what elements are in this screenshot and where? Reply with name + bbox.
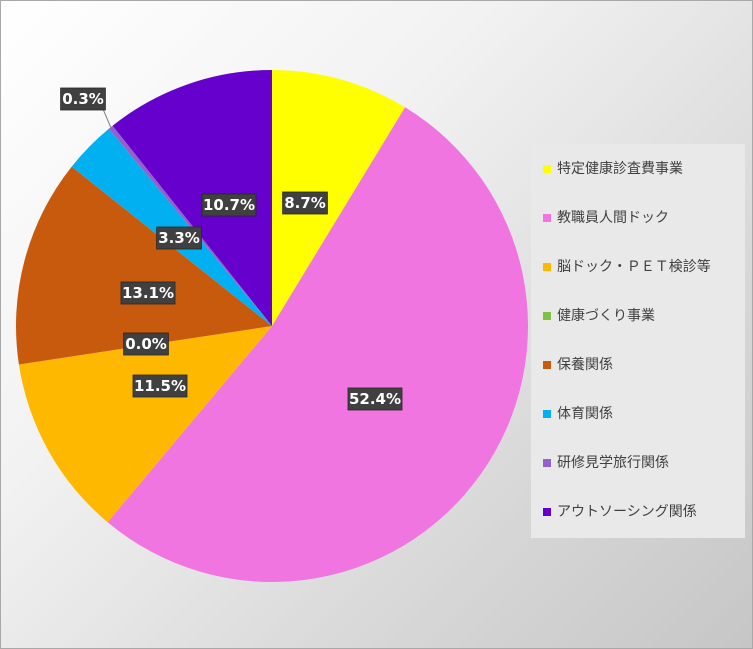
legend-item: アウトソーシング関係 xyxy=(543,502,697,522)
data-label-box xyxy=(201,193,257,217)
legend-item: 研修見学旅行関係 xyxy=(543,453,669,473)
data-label-text: 10.7% xyxy=(203,196,255,214)
pie-slice xyxy=(108,125,272,327)
legend-item: 健康づくり事業 xyxy=(543,306,655,326)
data-label: 11.5% xyxy=(132,374,188,398)
legend-swatch xyxy=(543,312,551,320)
legend-label: 特定健康診査費事業 xyxy=(557,161,683,177)
legend: 特定健康診査費事業 教職員人間ドック 脳ドック・ＰＥＴ検診等 健康づくり事業 保… xyxy=(531,144,745,538)
legend-label: 健康づくり事業 xyxy=(557,308,655,324)
data-label: 13.1% xyxy=(120,281,176,305)
data-label-text: 0.0% xyxy=(125,335,167,353)
legend-swatch xyxy=(543,165,551,173)
data-label-text: 3.3% xyxy=(158,229,200,247)
data-label: 0.3% xyxy=(60,87,106,111)
legend-label: 研修見学旅行関係 xyxy=(557,455,669,471)
data-label-text: 11.5% xyxy=(134,377,186,395)
data-label: 0.0% xyxy=(123,332,169,356)
pie-slice xyxy=(112,70,272,326)
data-label: 8.7% xyxy=(282,191,328,215)
legend-item: 体育関係 xyxy=(543,404,613,424)
data-label-text: 0.3% xyxy=(62,90,104,108)
data-label: 52.4% xyxy=(347,387,403,411)
data-label-box xyxy=(60,87,106,111)
data-label-box xyxy=(156,226,202,250)
legend-label: 脳ドック・ＰＥＴ検診等 xyxy=(557,259,711,275)
legend-swatch xyxy=(543,508,551,516)
legend-item: 教職員人間ドック xyxy=(543,208,669,228)
data-label-box xyxy=(123,332,169,356)
pie-slice xyxy=(15,166,272,365)
legend-label: 体育関係 xyxy=(557,406,613,422)
pie-slice xyxy=(18,326,273,523)
legend-label: アウトソーシング関係 xyxy=(557,504,697,520)
data-label: 3.3% xyxy=(156,226,202,250)
pie-slice xyxy=(272,70,406,326)
legend-item: 保養関係 xyxy=(543,355,613,375)
data-label-text: 8.7% xyxy=(284,194,326,212)
data-label-box xyxy=(120,281,176,305)
legend-swatch xyxy=(543,459,551,467)
data-label-box xyxy=(347,387,403,411)
legend-swatch xyxy=(543,361,551,369)
data-label-box xyxy=(282,191,328,215)
leader-line xyxy=(99,108,112,128)
legend-swatch xyxy=(543,214,551,222)
legend-swatch xyxy=(543,410,551,418)
legend-label: 保養関係 xyxy=(557,357,613,373)
legend-item: 特定健康診査費事業 xyxy=(543,159,683,179)
data-label-text: 13.1% xyxy=(122,284,174,302)
legend-swatch xyxy=(543,263,551,271)
pie-slice xyxy=(107,107,529,583)
data-label-text: 52.4% xyxy=(349,390,401,408)
legend-label: 教職員人間ドック xyxy=(557,210,669,226)
legend-item: 脳ドック・ＰＥＴ検診等 xyxy=(543,257,711,277)
data-label: 10.7% xyxy=(201,193,257,217)
data-label-box xyxy=(132,374,188,398)
